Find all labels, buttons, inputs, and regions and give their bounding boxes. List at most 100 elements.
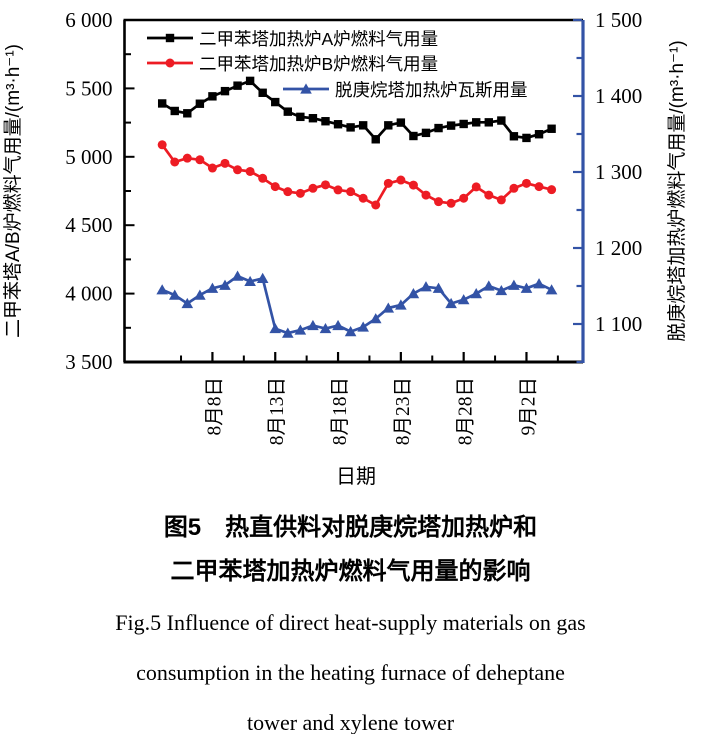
right-axis-tick-label: 1 200 <box>595 236 642 260</box>
data-point <box>245 76 255 86</box>
data-point <box>434 197 444 207</box>
data-point <box>533 278 545 289</box>
data-point <box>245 166 255 176</box>
left-axis-tick-label: 4 500 <box>65 213 112 237</box>
data-point <box>520 282 533 293</box>
data-point <box>371 135 380 144</box>
series-deheptane <box>156 270 558 338</box>
data-point <box>369 313 382 324</box>
legend-entry: 二甲苯塔加热炉B炉燃料气用量 <box>147 54 438 74</box>
data-point <box>547 124 556 133</box>
left-axis-tick-label: 5 000 <box>65 145 112 169</box>
data-point <box>219 279 231 290</box>
data-point <box>308 183 318 193</box>
data-point <box>383 178 393 188</box>
data-point <box>346 123 355 132</box>
data-point <box>308 114 318 123</box>
data-point <box>509 132 519 141</box>
data-point <box>195 99 205 108</box>
data-point <box>420 281 432 292</box>
data-point <box>421 128 431 138</box>
data-point <box>432 282 445 293</box>
line-chart: 3 500 4 000 4 500 5 000 5 500 6 000 1 100 1 200… <box>2 8 688 488</box>
data-point <box>344 326 357 337</box>
data-point <box>258 88 267 97</box>
left-axis-tick-label: 5 500 <box>65 76 112 100</box>
data-point <box>256 272 269 283</box>
data-point <box>233 81 242 90</box>
x-axis-title: 日期 <box>336 466 376 488</box>
data-point <box>156 284 168 295</box>
left-axis-title: 二甲苯塔A/B炉燃料气用量/(m³·h⁻¹) <box>2 44 24 338</box>
series-furnace-b <box>157 140 557 210</box>
data-point <box>509 183 519 193</box>
data-point <box>157 99 167 108</box>
legend-label: 二甲苯塔加热炉A炉燃料气用量 <box>199 29 438 49</box>
legend-marker <box>300 83 312 94</box>
data-point <box>168 289 181 300</box>
data-point <box>409 131 418 141</box>
data-point <box>358 193 368 203</box>
legend-entry: 脱庚烷塔加热炉瓦斯用量 <box>283 80 528 100</box>
caption-english: Fig.5 Influence of direct heat-supply ma… <box>0 598 701 734</box>
data-point <box>357 321 369 332</box>
data-point <box>346 187 356 197</box>
data-point <box>295 188 305 198</box>
data-point <box>534 182 544 192</box>
caption-zh-line2: 二甲苯塔加热炉燃料气用量的影响 <box>170 558 531 585</box>
data-point <box>170 106 179 116</box>
data-point <box>206 282 219 293</box>
data-point <box>547 185 557 195</box>
data-point <box>283 107 293 116</box>
data-point <box>170 157 180 167</box>
right-axis-tick-label: 1 100 <box>595 312 642 336</box>
data-point <box>231 270 244 281</box>
data-point <box>508 279 520 290</box>
data-point <box>194 289 206 300</box>
x-axis-tick-label: 8月8日 <box>204 377 225 436</box>
data-point <box>183 109 192 118</box>
data-point <box>333 120 343 129</box>
data-point <box>472 118 481 127</box>
legend-marker <box>165 33 175 43</box>
data-point <box>181 297 194 309</box>
data-point <box>283 187 293 197</box>
x-axis-tick-label: 8月28日 <box>456 377 477 445</box>
caption-zh-line1: 图5 热直供料对脱庚烷塔加热炉和 <box>163 514 538 541</box>
data-point <box>382 302 395 313</box>
data-point <box>521 178 531 188</box>
data-point <box>220 158 230 168</box>
data-point <box>220 86 230 96</box>
legend-label: 脱庚烷塔加热炉瓦斯用量 <box>335 80 528 100</box>
caption-en-line2: consumption in the heating furnace of de… <box>136 660 565 685</box>
data-point <box>195 155 205 165</box>
data-point <box>321 117 330 126</box>
data-point <box>522 133 531 143</box>
caption-en-line3: tower and xylene tower <box>246 710 455 734</box>
right-axis-tick-label: 1 500 <box>595 8 642 32</box>
data-point <box>296 112 305 122</box>
series-line <box>161 274 553 335</box>
x-axis-tick-label: 9月2日 <box>518 377 539 436</box>
data-point <box>182 153 192 163</box>
data-point <box>408 180 418 190</box>
x-axis-tick-label: 8月18日 <box>330 377 351 445</box>
x-axis-tick-label: 8月23日 <box>393 377 414 445</box>
data-point <box>421 190 431 200</box>
legend-marker <box>165 58 175 68</box>
data-point <box>446 121 456 130</box>
data-point <box>396 175 406 185</box>
data-point <box>395 299 407 310</box>
data-point <box>244 275 256 287</box>
data-point <box>371 200 381 210</box>
caption-en-line1: Fig.5 Influence of direct heat-supply ma… <box>115 610 586 635</box>
data-point <box>457 294 470 305</box>
data-point <box>459 193 469 203</box>
data-point <box>384 121 393 130</box>
data-point <box>307 319 319 331</box>
left-axis-tick-label: 4 000 <box>65 282 112 306</box>
data-point <box>233 165 243 175</box>
data-point <box>407 288 420 299</box>
data-point <box>319 322 332 334</box>
